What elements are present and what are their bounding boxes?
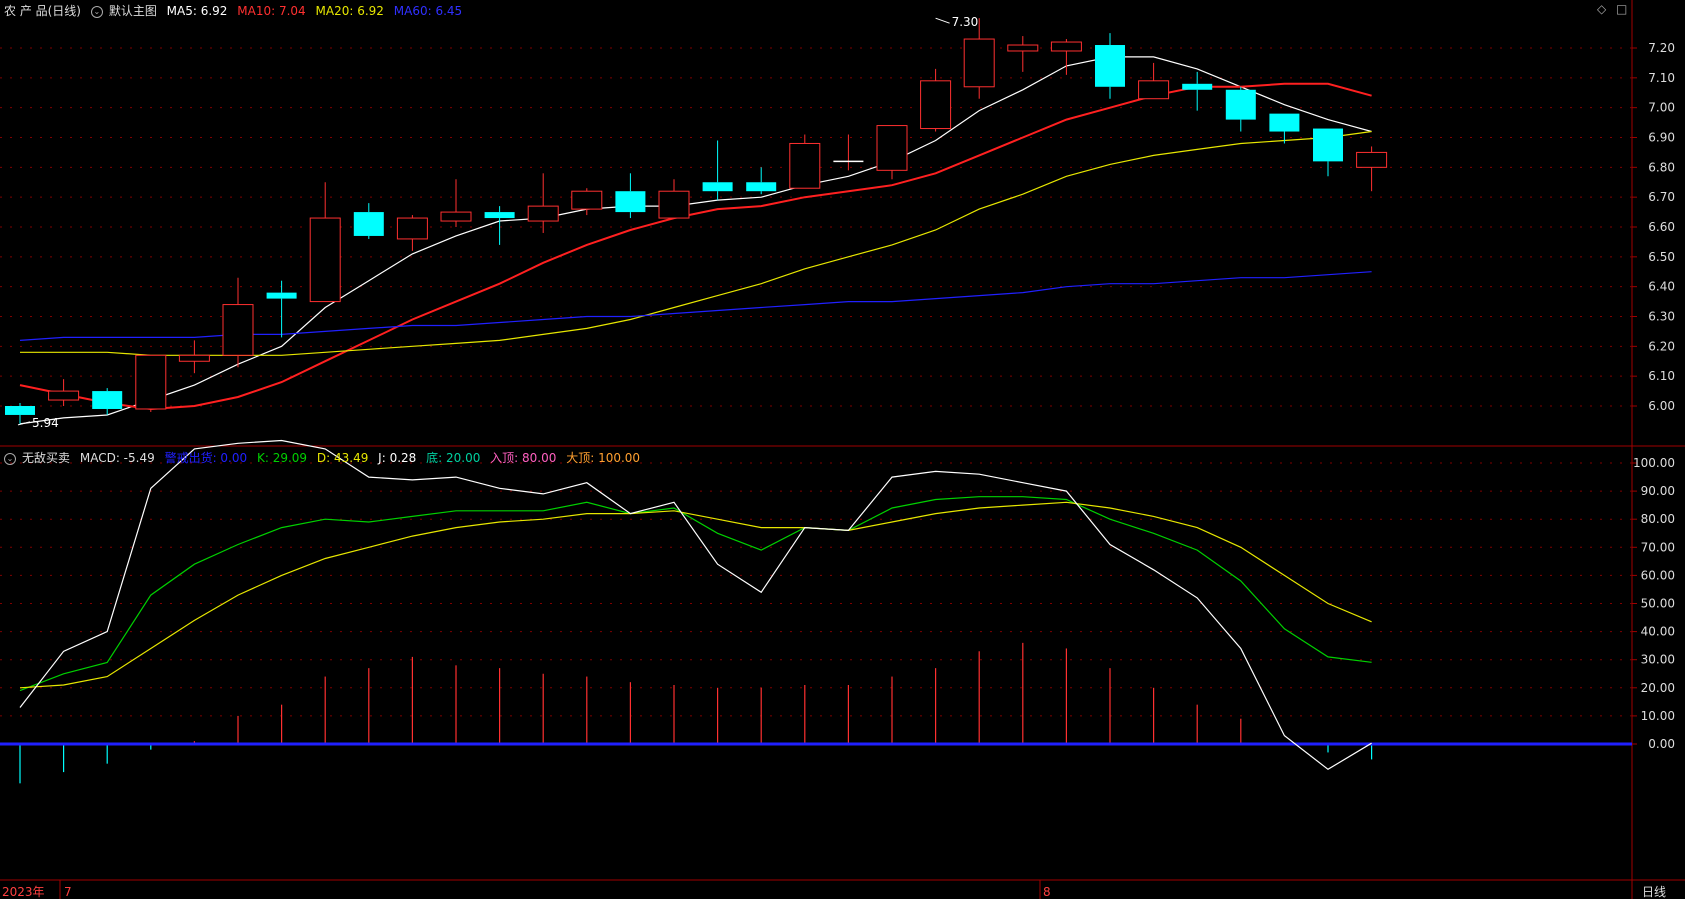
sub-tick-label: 70.00 — [1641, 540, 1675, 554]
main-tick-label: 6.30 — [1648, 310, 1675, 324]
sub-tick-label: 50.00 — [1641, 597, 1675, 611]
candle-body-up — [658, 190, 690, 219]
sub-tick-label: 60.00 — [1641, 568, 1675, 582]
candle-body-down — [266, 292, 297, 299]
month-label-jul: 7 — [64, 885, 72, 899]
candle-body-down — [92, 391, 123, 409]
main-tick-label: 6.70 — [1648, 190, 1675, 204]
macd-label: MACD: -5.49 — [79, 451, 155, 465]
view-selector[interactable]: 默认主图 — [108, 4, 157, 18]
ma10-label: MA10: 7.04 — [237, 4, 306, 18]
candle-body-up — [876, 125, 908, 171]
main-tick-label: 6.10 — [1648, 369, 1675, 383]
ma5-label: MA5: 6.92 — [166, 4, 228, 18]
candle-body-up — [1356, 151, 1388, 168]
sub-tick-label: 20.00 — [1641, 681, 1675, 695]
ma20-label: MA20: 6.92 — [315, 4, 384, 18]
candle-body-down — [353, 212, 384, 236]
ma5-line — [19, 56, 1372, 425]
j-label: J: 0.28 — [378, 451, 417, 465]
k-line — [19, 496, 1372, 692]
chevron-down-icon[interactable]: ⌄ — [4, 452, 16, 465]
sub-tick-label: 0.00 — [1648, 737, 1675, 751]
k-label: K: 29.09 — [256, 451, 308, 465]
main-chart-header: 农 产 品(日线) ⌄ 默认主图 MA5: 6.92 MA10: 7.04 MA2… — [4, 3, 468, 19]
sub-chart-header: ⌄ 无敌买卖 MACD: -5.49 警戒出货: 0.00 K: 29.09 D:… — [4, 450, 646, 466]
big-top-label: 大顶: 100.00 — [566, 451, 641, 465]
main-tick-label: 6.50 — [1648, 250, 1675, 264]
candle-body-up — [222, 304, 254, 356]
candle-body-up — [440, 211, 472, 222]
chevron-down-icon[interactable]: ⌄ — [90, 5, 103, 18]
main-tick-label: 7.10 — [1648, 71, 1675, 85]
main-tick-label: 6.40 — [1648, 280, 1675, 294]
candle-body-up — [1050, 41, 1082, 52]
candle-body-down — [746, 182, 777, 192]
warn-label: 警戒出货: 0.00 — [164, 451, 248, 465]
indicator-selector[interactable]: 无敌买卖 — [22, 451, 71, 465]
candle-body-up — [789, 142, 821, 189]
sub-tick-label: 10.00 — [1641, 709, 1675, 723]
candle-body-up — [135, 354, 167, 410]
candle-body-down — [1095, 45, 1125, 87]
high-price-annotation: 7.30 — [952, 15, 979, 29]
bottom-label: 底: 20.00 — [426, 451, 481, 465]
main-tick-label: 6.00 — [1648, 399, 1675, 413]
j-line — [19, 439, 1372, 771]
sub-tick-label: 80.00 — [1641, 512, 1675, 526]
low-annotation-pointer — [17, 421, 31, 426]
main-tick-label: 7.00 — [1648, 101, 1675, 115]
candle-body-up — [571, 190, 603, 210]
candle-body-down — [1269, 113, 1300, 132]
main-tick-label: 6.90 — [1648, 131, 1675, 145]
main-tick-label: 6.80 — [1648, 160, 1675, 174]
main-tick-label: 6.60 — [1648, 220, 1675, 234]
candle-body-down — [615, 191, 646, 213]
high-annotation-pointer — [935, 17, 950, 24]
candle-body-up — [920, 80, 952, 130]
sub-tick-label: 90.00 — [1641, 484, 1675, 498]
diamond-icon[interactable]: ◇ — [1597, 2, 1607, 16]
main-tick-label: 6.20 — [1648, 339, 1675, 353]
entry-top-label: 入顶: 80.00 — [490, 451, 557, 465]
candle-body-down — [1313, 128, 1343, 162]
candle-body-down — [5, 406, 35, 415]
sub-tick-label: 100.00 — [1633, 456, 1675, 470]
symbol-title[interactable]: 农 产 品(日线) — [4, 4, 81, 18]
d-label: D: 43.49 — [316, 451, 369, 465]
candle-body-up — [178, 354, 210, 362]
d-line — [19, 501, 1372, 689]
sub-tick-label: 40.00 — [1641, 625, 1675, 639]
expand-square-icon[interactable]: □ — [1616, 2, 1628, 16]
candle-body-up — [527, 205, 559, 222]
candle-body-down — [702, 182, 733, 192]
candle-body-up — [309, 217, 341, 303]
candle-body-up — [396, 217, 428, 240]
candle-body-down — [484, 212, 515, 219]
candle-body-down — [1182, 83, 1213, 90]
ma10-line — [19, 82, 1372, 411]
sub-tick-label: 30.00 — [1641, 653, 1675, 667]
candle-body-up — [1007, 44, 1039, 52]
candle-body-up — [48, 390, 80, 401]
candle-body-up — [1138, 80, 1170, 100]
candle-body-down — [1225, 89, 1256, 120]
candle-body-up — [963, 38, 995, 88]
month-label-aug: 8 — [1043, 885, 1051, 899]
year-label: 2023年 — [2, 885, 45, 899]
low-price-annotation: 5.94 — [32, 416, 59, 430]
period-label: 日线 — [1642, 885, 1666, 899]
ma60-label: MA60: 6.45 — [393, 4, 463, 18]
main-tick-label: 7.20 — [1648, 41, 1675, 55]
